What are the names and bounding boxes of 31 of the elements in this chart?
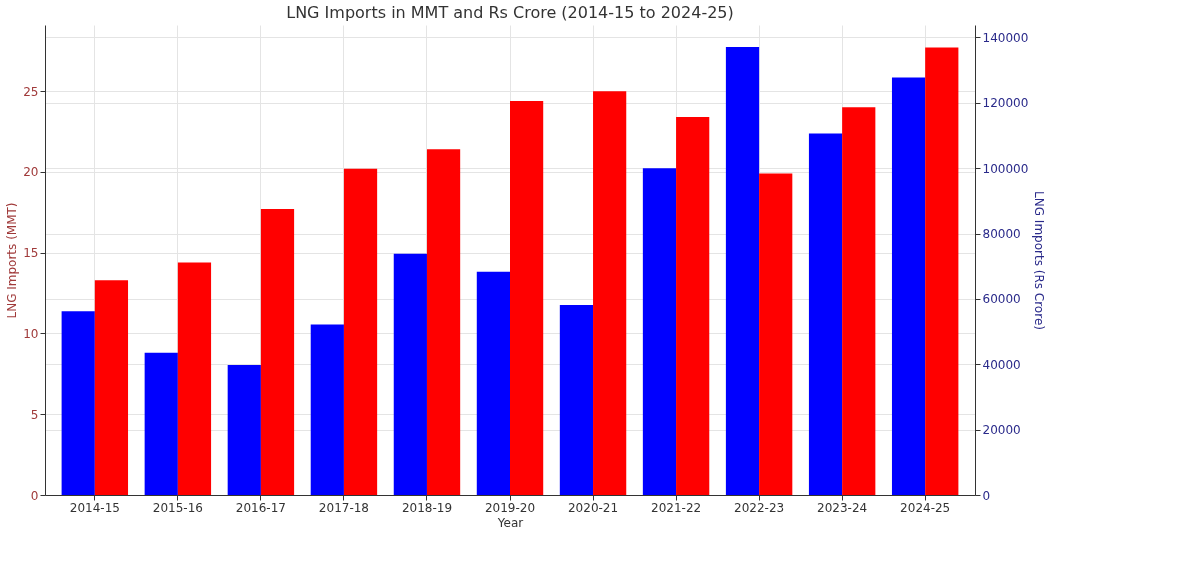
y-tick-label: 10 <box>23 326 39 341</box>
y-tick-label: 5 <box>30 407 39 422</box>
bar <box>593 91 627 495</box>
x-tick-label: 2021-22 <box>651 500 702 515</box>
x-tick-label: 2020-21 <box>567 500 619 515</box>
y2-tick-label: 100000 <box>982 161 1029 176</box>
y-tick-label: 25 <box>23 84 39 99</box>
x-tick-label: 2015-16 <box>152 500 203 515</box>
x-tick-label: 2016-17 <box>235 500 286 515</box>
x-tick-label: 2017-18 <box>318 500 369 515</box>
y-tick-label: 0 <box>30 488 39 503</box>
y-tick-label: 15 <box>23 246 39 261</box>
y2-tick-label: 60000 <box>982 292 1021 307</box>
x-tick-label: 2018-19 <box>401 500 453 515</box>
x-tick-label: 2023-24 <box>817 500 868 515</box>
y2-tick-label: 120000 <box>982 96 1029 111</box>
x-tick-label: 2014-15 <box>69 500 120 515</box>
y2-tick-label: 80000 <box>982 227 1021 242</box>
x-tick-label: 2022-23 <box>734 500 785 515</box>
y2-tick-label: 20000 <box>982 423 1021 438</box>
y-tick-label: 20 <box>23 165 39 180</box>
y2-tick-label: 0 <box>982 488 991 503</box>
x-tick-label: 2024-25 <box>900 500 951 515</box>
x-axis-title: Year <box>496 515 524 530</box>
y-axis-title: LNG Imports (MMT) <box>5 202 20 319</box>
x-tick-label: 2019-20 <box>484 500 536 515</box>
y2-tick-label: 40000 <box>982 357 1021 372</box>
y2-tick-label: 140000 <box>982 30 1029 45</box>
bar <box>260 209 295 495</box>
y2-axis-title: LNG Imports (Rs Crore) <box>1032 191 1047 330</box>
chart-title: LNG Imports in MMT and Rs Crore (2014-15 to 2024-25) <box>286 3 734 22</box>
